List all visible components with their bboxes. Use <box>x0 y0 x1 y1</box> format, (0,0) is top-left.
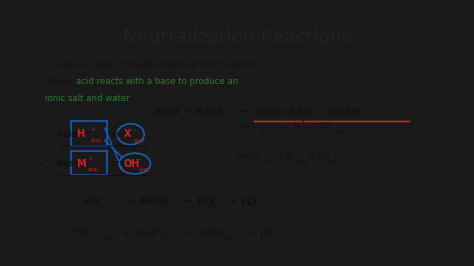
Text: -: - <box>335 119 337 124</box>
Text: 2: 2 <box>241 205 246 211</box>
Text: .: . <box>145 130 147 139</box>
Text: →: → <box>239 107 248 117</box>
Text: →: → <box>176 195 191 208</box>
Text: (aq): (aq) <box>301 129 310 134</box>
Text: Is a special type of double displacement reaction: Is a special type of double displacement… <box>45 60 257 69</box>
Text: M: M <box>76 159 86 169</box>
Text: •: • <box>39 159 46 169</box>
Text: +: + <box>88 156 93 161</box>
Text: 2: 2 <box>260 236 264 241</box>
Text: •: • <box>39 129 46 139</box>
Text: H: H <box>76 129 84 139</box>
Text: (aq): (aq) <box>134 138 145 143</box>
Text: + H: + H <box>224 197 250 206</box>
Text: NaNO: NaNO <box>192 228 223 238</box>
Text: (aq): (aq) <box>297 159 307 164</box>
Text: (aq): (aq) <box>267 129 278 134</box>
Text: Na: Na <box>285 152 296 161</box>
Text: (aq): (aq) <box>161 236 173 241</box>
Text: 3: 3 <box>261 129 264 134</box>
Text: (aq): (aq) <box>335 129 345 134</box>
Text: (aq): (aq) <box>327 159 337 164</box>
Text: and: and <box>108 130 130 139</box>
Text: (l): (l) <box>271 236 277 241</box>
Text: + OH: + OH <box>309 152 329 161</box>
Text: (l): (l) <box>255 205 261 210</box>
Text: +: + <box>297 149 301 154</box>
Text: (aq): (aq) <box>211 205 223 210</box>
Text: OH: OH <box>124 159 140 169</box>
Text: Acid + Base: Acid + Base <box>154 107 227 117</box>
Text: (aq): (aq) <box>161 205 173 210</box>
Text: -: - <box>139 157 141 163</box>
Text: →: → <box>273 152 281 161</box>
Text: + NaOH: + NaOH <box>119 228 162 238</box>
Text: 3: 3 <box>330 129 334 134</box>
Text: Neutralization Reactions: Neutralization Reactions <box>123 28 351 47</box>
Text: O: O <box>264 228 272 238</box>
Text: MX: MX <box>193 197 217 206</box>
Text: (aq): (aq) <box>88 167 99 172</box>
Text: +: + <box>90 127 95 132</box>
Text: Ionic Salt + Water: Ionic Salt + Water <box>253 107 363 117</box>
Text: (aq): (aq) <box>101 236 113 241</box>
Text: and: and <box>108 159 130 168</box>
Text: H: H <box>293 122 299 131</box>
Text: +: + <box>301 119 304 124</box>
Text: where an: where an <box>45 77 88 86</box>
Text: (aq): (aq) <box>108 205 120 210</box>
Text: acid reacts with a base to produce an: acid reacts with a base to produce an <box>76 77 238 86</box>
Text: Acid:: Acid: <box>55 130 84 139</box>
Text: O: O <box>246 197 255 206</box>
Text: (aq): (aq) <box>228 236 239 241</box>
Text: -: - <box>134 128 136 133</box>
Text: + NO: + NO <box>311 122 332 131</box>
Text: Base:: Base: <box>55 159 87 168</box>
Text: -: - <box>327 149 328 154</box>
Text: (aq): (aq) <box>260 159 272 164</box>
Text: →: → <box>281 122 288 131</box>
Text: HNO: HNO <box>70 228 92 238</box>
Text: ionic salt and water: ionic salt and water <box>45 94 130 103</box>
Text: 3: 3 <box>222 236 227 241</box>
Text: .: . <box>151 159 154 168</box>
Text: + MOH: + MOH <box>122 197 169 206</box>
Text: X: X <box>124 129 131 139</box>
Text: 3: 3 <box>96 236 100 241</box>
Text: →: → <box>176 228 190 238</box>
Text: + H: + H <box>246 228 268 238</box>
Text: HX: HX <box>82 197 100 206</box>
Text: (aq): (aq) <box>90 138 101 143</box>
Text: HNO: HNO <box>237 122 255 131</box>
Text: NaOH: NaOH <box>237 152 259 161</box>
Text: (aq): (aq) <box>139 167 150 172</box>
